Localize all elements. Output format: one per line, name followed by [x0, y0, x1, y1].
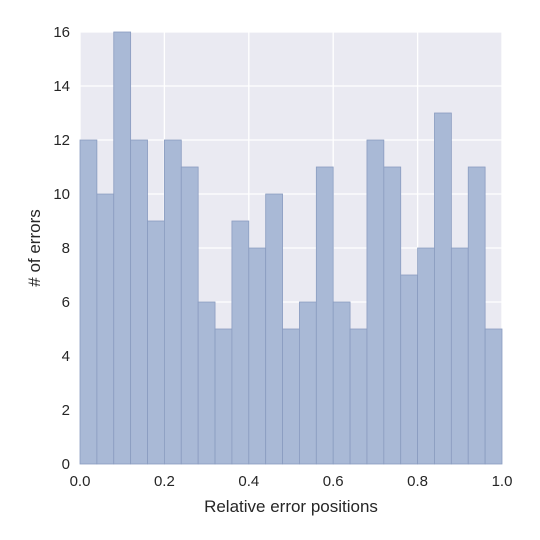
histogram-bar [299, 301, 317, 465]
x-tick-label: 0.0 [70, 473, 91, 490]
histogram-bar [163, 139, 182, 465]
histogram-bar [383, 166, 402, 465]
bars [79, 31, 503, 465]
histogram-bar [147, 220, 165, 465]
histogram-bar [96, 193, 115, 465]
histogram-bar [450, 247, 469, 465]
y-tick-label: 8 [62, 240, 70, 257]
histogram-bar [180, 166, 199, 465]
histogram-bar [484, 328, 503, 465]
y-tick-label: 14 [53, 78, 70, 95]
x-tick-label: 1.0 [492, 473, 513, 490]
y-tick-label: 16 [53, 24, 70, 41]
x-tick-label: 0.8 [407, 473, 428, 490]
histogram-bar [315, 166, 334, 465]
histogram-bar [282, 328, 300, 465]
histogram-bar [366, 139, 385, 465]
histogram-bar [113, 31, 132, 465]
y-tick-label: 6 [62, 294, 70, 311]
x-tick-labels: 0.0 0.2 0.4 0.6 0.8 1.0 [70, 473, 513, 490]
x-tick-label: 0.6 [323, 473, 344, 490]
x-axis-label: Relative error positions [204, 497, 378, 516]
y-axis-label: # of errors [25, 209, 44, 286]
x-tick-label: 0.4 [238, 473, 259, 490]
histogram-bar [79, 139, 98, 465]
y-tick-label: 2 [62, 402, 70, 419]
y-tick-label: 0 [62, 456, 70, 473]
y-tick-labels: 0 2 4 6 8 10 12 14 16 [53, 24, 70, 473]
histogram-bar [400, 274, 419, 465]
y-tick-label: 10 [53, 186, 70, 203]
histogram-bar [434, 112, 452, 465]
histogram-bar [231, 220, 250, 465]
histogram-bar [248, 247, 267, 465]
y-tick-label: 4 [62, 348, 70, 365]
histogram-bar [417, 247, 435, 465]
y-tick-label: 12 [53, 132, 70, 149]
histogram-bar [265, 193, 283, 465]
histogram-bar [332, 301, 351, 465]
histogram-bar [467, 166, 486, 465]
histogram-bar [197, 301, 216, 465]
histogram-bar [214, 328, 233, 465]
x-tick-label: 0.2 [154, 473, 175, 490]
histogram-bar [130, 139, 148, 465]
histogram-bar [349, 328, 368, 465]
